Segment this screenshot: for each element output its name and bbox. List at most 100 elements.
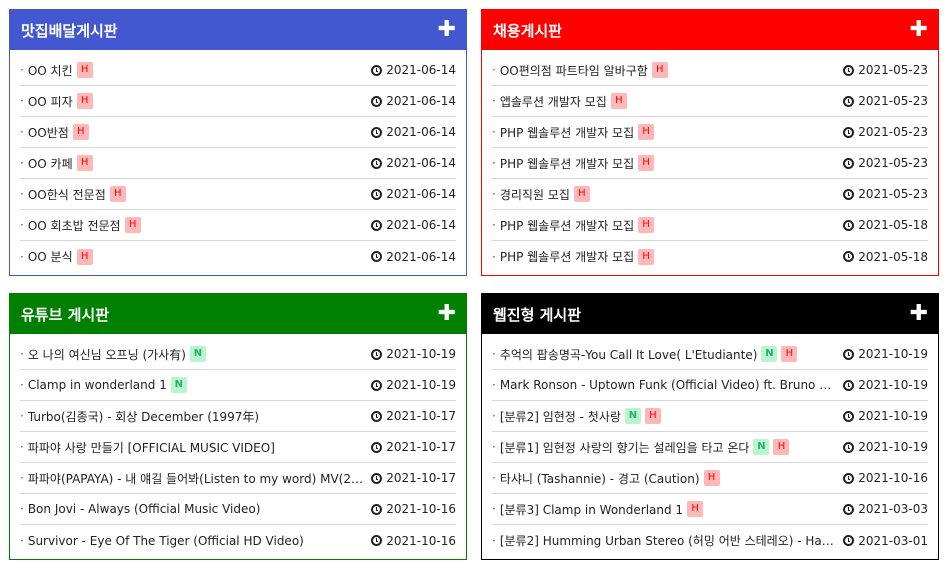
new-badge: N	[753, 439, 770, 455]
hot-badge: H	[638, 124, 655, 140]
list-item: · [분류1] 임현정 사랑의 향기는 설레임을 타고 온다 N H 2021-10-…	[492, 432, 928, 463]
bullet: ·	[20, 63, 24, 77]
post-title[interactable]: PHP 웹솔루션 개발자 모집	[499, 125, 635, 140]
board-title[interactable]: 채용게시판	[493, 21, 563, 40]
clock-icon	[843, 95, 855, 107]
post-title[interactable]: [분류3] Clamp in Wonderland 1	[499, 502, 684, 517]
hot-badge: H	[644, 408, 661, 424]
board-header: 유튜브 게시판 ✚	[10, 294, 466, 334]
post-title[interactable]: Survivor - Eye Of The Tiger (Official HD…	[27, 533, 304, 548]
post-date: 2021-06-14	[386, 218, 456, 232]
list-item: · OO한식 전문점 H 2021-06-14	[20, 179, 456, 210]
clock-icon	[371, 410, 383, 422]
clock-icon	[843, 535, 855, 546]
clock-icon	[843, 64, 855, 76]
post-title[interactable]: 타샤니 (Tashannie) - 경고 (Caution)	[499, 471, 700, 486]
post-title[interactable]: 오 나의 여신님 오프닝 (가사有)	[27, 347, 186, 362]
post-title[interactable]: OO반점	[27, 125, 69, 140]
post-date: 2021-05-23	[858, 156, 928, 170]
plus-icon[interactable]: ✚	[909, 17, 928, 42]
post-date: 2021-03-03	[858, 502, 928, 516]
list-item: · OO 회초밥 전문점 H 2021-06-14	[20, 210, 456, 241]
post-date: 2021-10-19	[858, 378, 928, 392]
clock-icon	[371, 126, 383, 138]
post-title[interactable]: OO 카페	[27, 156, 73, 171]
post-title[interactable]: 경리직원 모집	[499, 187, 570, 202]
list-item: · Bon Jovi - Always (Official Music Vide…	[20, 494, 456, 525]
plus-icon[interactable]: ✚	[437, 17, 456, 42]
post-title[interactable]: PHP 웹솔루션 개발자 모집	[499, 156, 635, 171]
list-item: · 파파야(PAPAYA) - 내 얘길 들어봐(Listen to my wo…	[20, 463, 456, 494]
post-title[interactable]: OO한식 전문점	[27, 187, 106, 202]
clock-icon	[371, 441, 383, 453]
hot-badge: H	[124, 217, 141, 233]
bullet: ·	[492, 94, 496, 108]
post-list: · 추억의 팝송명곡-You Call It Love( L'Etudiante…	[482, 334, 938, 556]
post-date: 2021-06-14	[386, 63, 456, 77]
clock-icon	[371, 219, 383, 231]
bullet: ·	[492, 125, 496, 139]
list-item: · [분류2] 임현정 - 첫사랑 N H 2021-10-19	[492, 401, 928, 432]
clock-icon	[843, 219, 855, 231]
clock-icon	[371, 503, 383, 515]
post-title[interactable]: [분류2] Humming Urban Stereo (허밍 어반 스테레오) …	[499, 534, 838, 548]
post-title[interactable]: OO 피자	[27, 94, 73, 109]
clock-icon	[843, 188, 855, 200]
plus-icon[interactable]: ✚	[909, 301, 928, 326]
post-title[interactable]: Turbo(김종국) - 회상 December (1997年)	[27, 409, 260, 424]
plus-icon[interactable]: ✚	[437, 301, 456, 326]
post-date: 2021-05-23	[858, 94, 928, 108]
post-date: 2021-10-17	[386, 471, 456, 485]
clock-icon	[843, 379, 855, 391]
hot-badge: H	[76, 62, 93, 78]
clock-icon	[371, 64, 383, 76]
post-title[interactable]: [분류2] 임현정 - 첫사랑	[499, 409, 621, 424]
bullet: ·	[492, 347, 496, 361]
post-title[interactable]: OO 회초밥 전문점	[27, 218, 121, 233]
post-title[interactable]: PHP 웹솔루션 개발자 모집	[499, 218, 635, 233]
board-header: 웹진형 게시판 ✚	[482, 294, 938, 334]
post-title[interactable]: 파파야 사랑 만들기 [OFFICIAL MUSIC VIDEO]	[27, 440, 275, 455]
bullet: ·	[20, 502, 24, 516]
board-panel: 유튜브 게시판 ✚ · 오 나의 여신님 오프닝 (가사有) N 2021-10-19…	[9, 293, 467, 560]
hot-badge: H	[72, 124, 89, 140]
clock-icon	[843, 503, 855, 515]
post-title[interactable]: OO 분식	[27, 250, 73, 264]
list-item: · 파파야 사랑 만들기 [OFFICIAL MUSIC VIDEO] 2021-…	[20, 432, 456, 463]
clock-icon	[371, 157, 383, 169]
clock-icon	[371, 348, 383, 360]
post-date: 2021-05-23	[858, 125, 928, 139]
post-date: 2021-10-19	[858, 440, 928, 454]
post-title[interactable]: Clamp in wonderland 1	[27, 378, 167, 392]
bullet: ·	[492, 471, 496, 485]
bullet: ·	[20, 378, 24, 392]
list-item: · PHP 웹솔루션 개발자 모집 H 2021-05-18	[492, 241, 928, 272]
post-title[interactable]: OO편의점 파트타임 알바구함	[499, 63, 648, 78]
post-date: 2021-05-23	[858, 187, 928, 201]
board-title[interactable]: 유튜브 게시판	[21, 305, 110, 324]
post-title[interactable]: 앱솔루션 개발자 모집	[499, 94, 607, 109]
bullet: ·	[20, 187, 24, 201]
post-title[interactable]: PHP 웹솔루션 개발자 모집	[499, 250, 635, 264]
post-title[interactable]: 추억의 팝송명곡-You Call It Love( L'Etudiante)	[499, 347, 758, 362]
clock-icon	[371, 251, 383, 262]
bullet: ·	[492, 533, 496, 548]
post-title[interactable]: [분류1] 임현정 사랑의 향기는 설레임을 타고 온다	[499, 440, 750, 455]
board-title[interactable]: 웹진형 게시판	[493, 305, 582, 324]
post-title[interactable]: Mark Ronson - Uptown Funk (Official Vide…	[499, 378, 838, 392]
list-item: · 타샤니 (Tashannie) - 경고 (Caution) H 2021-10…	[492, 463, 928, 494]
hot-badge: H	[638, 248, 655, 265]
hot-badge: H	[687, 501, 704, 517]
clock-icon	[843, 410, 855, 422]
clock-icon	[843, 348, 855, 360]
post-title[interactable]: 파파야(PAPAYA) - 내 얘길 들어봐(Listen to my word…	[27, 471, 366, 486]
list-item: · 앱솔루션 개발자 모집 H 2021-05-23	[492, 86, 928, 117]
bullet: ·	[492, 156, 496, 170]
board-title[interactable]: 맛집배달게시판	[21, 21, 118, 40]
post-date: 2021-10-17	[386, 409, 456, 423]
post-title[interactable]: Bon Jovi - Always (Official Music Video)	[27, 502, 261, 516]
bullet: ·	[492, 63, 496, 77]
board-panel: 채용게시판 ✚ · OO편의점 파트타임 알바구함 H 2021-05-23 · 앱솔루…	[481, 9, 939, 276]
post-title[interactable]: OO 치킨	[27, 63, 73, 78]
list-item: · OO 카페 H 2021-06-14	[20, 148, 456, 179]
